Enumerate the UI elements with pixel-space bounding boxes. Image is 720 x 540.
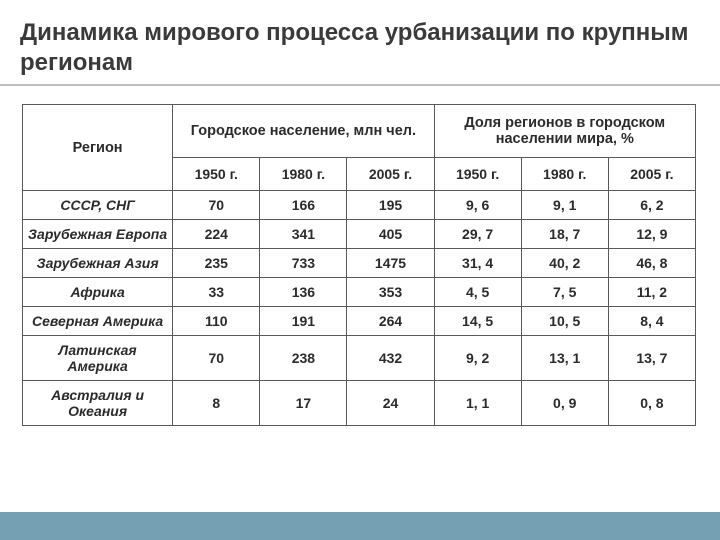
- cell-value: 341: [260, 220, 347, 249]
- cell-value: 4, 5: [434, 278, 521, 307]
- col-year-pop-2005: 2005 г.: [347, 158, 434, 191]
- cell-value: 1, 1: [434, 381, 521, 426]
- cell-value: 0, 8: [608, 381, 695, 426]
- cell-value: 12, 9: [608, 220, 695, 249]
- cell-value: 8: [173, 381, 260, 426]
- urbanization-table: Регион Городское население, млн чел. Дол…: [22, 104, 696, 426]
- title-underline: [0, 84, 720, 86]
- cell-value: 191: [260, 307, 347, 336]
- cell-value: 432: [347, 336, 434, 381]
- cell-value: 1475: [347, 249, 434, 278]
- cell-value: 14, 5: [434, 307, 521, 336]
- col-year-share-2005: 2005 г.: [608, 158, 695, 191]
- cell-value: 13, 7: [608, 336, 695, 381]
- table-row: Австралия и Океания 8 17 24 1, 1 0, 9 0,…: [23, 381, 696, 426]
- cell-region: Австралия и Океания: [23, 381, 173, 426]
- col-region-header: Регион: [23, 105, 173, 191]
- cell-value: 238: [260, 336, 347, 381]
- cell-value: 235: [173, 249, 260, 278]
- col-year-share-1980: 1980 г.: [521, 158, 608, 191]
- col-year-pop-1950: 1950 г.: [173, 158, 260, 191]
- cell-value: 733: [260, 249, 347, 278]
- cell-value: 0, 9: [521, 381, 608, 426]
- slide-title: Динамика мирового процесса урбанизации п…: [20, 18, 700, 78]
- cell-value: 264: [347, 307, 434, 336]
- table-row: Зарубежная Азия 235 733 1475 31, 4 40, 2…: [23, 249, 696, 278]
- table-row: Латинская Америка 70 238 432 9, 2 13, 1 …: [23, 336, 696, 381]
- footer-decoration-bar: [0, 512, 720, 540]
- col-year-pop-1980: 1980 г.: [260, 158, 347, 191]
- cell-region: Латинская Америка: [23, 336, 173, 381]
- slide: Динамика мирового процесса урбанизации п…: [0, 0, 720, 540]
- cell-value: 9, 1: [521, 191, 608, 220]
- cell-value: 13, 1: [521, 336, 608, 381]
- cell-value: 405: [347, 220, 434, 249]
- table-header-row-groups: Регион Городское население, млн чел. Дол…: [23, 105, 696, 158]
- cell-value: 195: [347, 191, 434, 220]
- cell-value: 166: [260, 191, 347, 220]
- table-row: Африка 33 136 353 4, 5 7, 5 11, 2: [23, 278, 696, 307]
- table-row: СССР, СНГ 70 166 195 9, 6 9, 1 6, 2: [23, 191, 696, 220]
- cell-region: Зарубежная Европа: [23, 220, 173, 249]
- cell-value: 10, 5: [521, 307, 608, 336]
- cell-value: 46, 8: [608, 249, 695, 278]
- cell-value: 224: [173, 220, 260, 249]
- cell-value: 353: [347, 278, 434, 307]
- col-group-population: Городское население, млн чел.: [173, 105, 434, 158]
- cell-value: 70: [173, 191, 260, 220]
- cell-value: 6, 2: [608, 191, 695, 220]
- cell-value: 11, 2: [608, 278, 695, 307]
- col-year-share-1950: 1950 г.: [434, 158, 521, 191]
- cell-region: Северная Америка: [23, 307, 173, 336]
- cell-region: СССР, СНГ: [23, 191, 173, 220]
- cell-value: 136: [260, 278, 347, 307]
- cell-value: 24: [347, 381, 434, 426]
- cell-value: 18, 7: [521, 220, 608, 249]
- col-group-share: Доля регионов в городском населении мира…: [434, 105, 695, 158]
- cell-region: Африка: [23, 278, 173, 307]
- cell-value: 110: [173, 307, 260, 336]
- cell-value: 9, 6: [434, 191, 521, 220]
- cell-value: 33: [173, 278, 260, 307]
- cell-value: 7, 5: [521, 278, 608, 307]
- table-row: Северная Америка 110 191 264 14, 5 10, 5…: [23, 307, 696, 336]
- table-row: Зарубежная Европа 224 341 405 29, 7 18, …: [23, 220, 696, 249]
- cell-value: 9, 2: [434, 336, 521, 381]
- cell-value: 29, 7: [434, 220, 521, 249]
- cell-region: Зарубежная Азия: [23, 249, 173, 278]
- cell-value: 8, 4: [608, 307, 695, 336]
- cell-value: 17: [260, 381, 347, 426]
- cell-value: 40, 2: [521, 249, 608, 278]
- cell-value: 70: [173, 336, 260, 381]
- cell-value: 31, 4: [434, 249, 521, 278]
